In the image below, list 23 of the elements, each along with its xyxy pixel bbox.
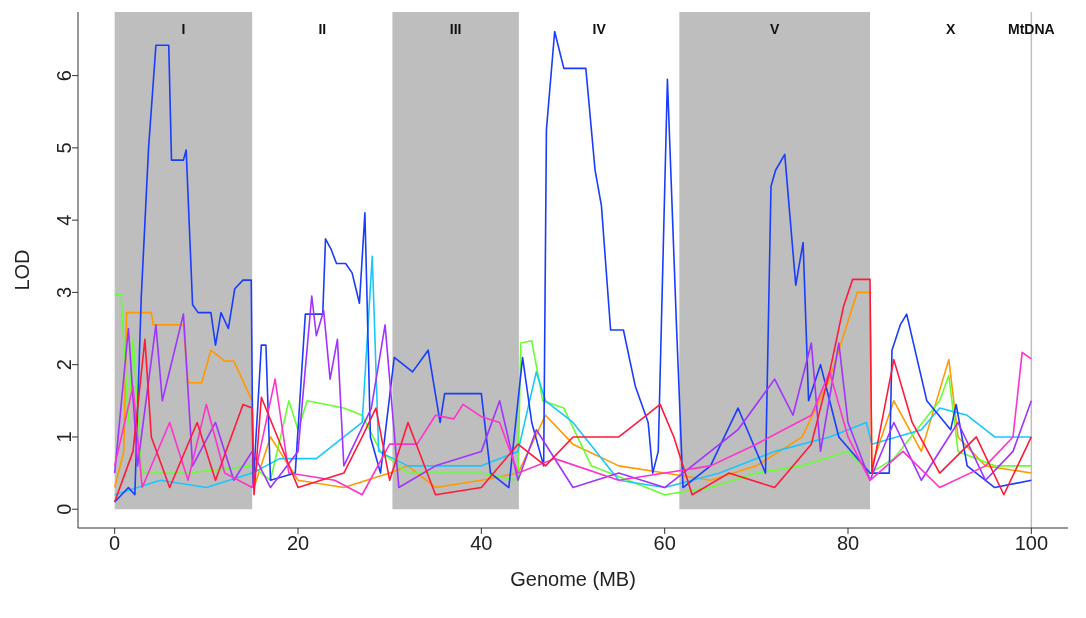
x-tick-label: 100 <box>1014 532 1049 555</box>
band-label: III <box>449 20 462 37</box>
y-tick-label: 1 <box>53 431 76 443</box>
annotation: X <box>945 20 956 37</box>
ref-line-label: MtDNA <box>1008 20 1055 37</box>
y-tick-label: 5 <box>53 142 76 154</box>
y-tick-label: 3 <box>53 286 76 298</box>
annotation: II <box>318 20 327 37</box>
y-tick-label: 2 <box>53 359 76 371</box>
x-tick-label: 60 <box>653 532 676 555</box>
x-tick-label: 0 <box>109 532 121 555</box>
x-tick-label: 20 <box>286 532 310 555</box>
x-axis-title: Genome (MB) <box>510 568 636 590</box>
y-tick-label: 6 <box>53 70 76 82</box>
y-axis-title: LOD <box>11 249 34 291</box>
y-tick-label: 4 <box>53 214 76 226</box>
x-tick-label: 40 <box>470 532 493 555</box>
annotation: IV <box>592 20 607 37</box>
band-label: V <box>769 20 780 37</box>
y-tick-label: 0 <box>53 503 76 515</box>
line-series <box>113 351 1033 496</box>
x-tick-label: 80 <box>836 532 860 555</box>
band-label: I <box>181 20 186 37</box>
